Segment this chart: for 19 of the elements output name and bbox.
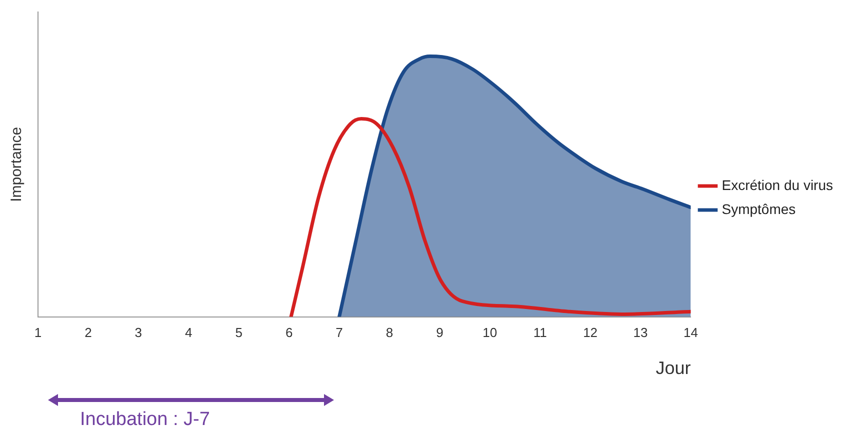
x-tick-label: 7 [336, 325, 343, 340]
legend-label: Excrétion du virus [722, 176, 834, 193]
y-axis-title: Importance [8, 126, 26, 202]
legend-label: Symptômes [722, 200, 796, 217]
x-tick-label: 2 [84, 325, 92, 340]
x-tick-label: 11 [533, 325, 547, 340]
x-tick-label: 5 [235, 325, 242, 340]
x-tick-label: 8 [386, 325, 394, 340]
x-axis-title: Jour [656, 358, 691, 378]
text: Incubation : J-7 [80, 409, 210, 430]
x-tick-label: 9 [436, 325, 444, 340]
x-tick-label: 1 [34, 325, 42, 340]
x-tick-label: 4 [185, 325, 192, 340]
x-tick-label: 12 [583, 325, 598, 340]
x-tick-label: 3 [134, 325, 142, 340]
x-tick-label: 6 [285, 325, 293, 340]
x-tick-label: 13 [633, 325, 648, 340]
x-tick-label: 10 [482, 325, 498, 340]
x-tick-label: 14 [683, 325, 698, 340]
